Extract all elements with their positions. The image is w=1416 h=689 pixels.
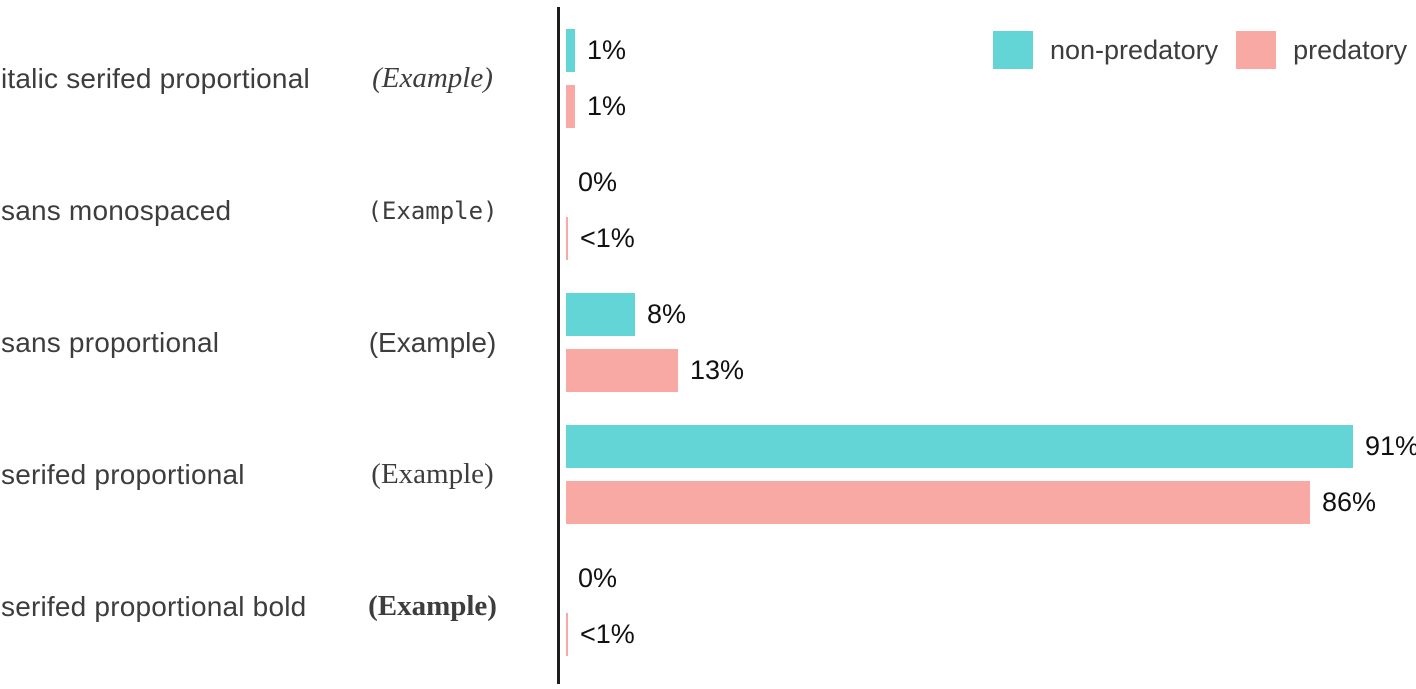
value-label-non-predatory: 91% [1365,431,1416,461]
legend-item-non-predatory: non-predatory [993,31,1218,69]
value-label-non-predatory: 0% [578,167,618,197]
bar-line-non-predatory: 0% [566,161,1416,204]
category-label: sans monospaced [1,194,232,226]
plot-area: 1% 1% [566,29,1416,161]
row-label: sans proportional (Example) [0,293,566,392]
row-label: serifed proportional bold (Example) [0,557,566,656]
bar-line-non-predatory: 1% [566,29,1416,72]
category-example: (Example) [367,196,498,225]
category-label: serifed proportional bold [1,590,307,622]
bar-line-predatory: <1% [566,217,1416,260]
value-label-non-predatory: 1% [587,35,627,65]
bar-line-non-predatory: 91% [566,425,1416,468]
legend-label-predatory: predatory [1293,34,1408,65]
chart-row-sans-monospaced: sans monospaced (Example) 0% <1% [0,161,1416,293]
value-label-predatory: 1% [587,91,627,121]
bar-line-predatory: 13% [566,349,1416,392]
bar-predatory [566,613,568,656]
bar-predatory [566,217,568,260]
value-label-predatory: 86% [1322,487,1377,517]
category-label: serifed proportional [1,458,245,490]
bar-line-non-predatory: 8% [566,293,1416,336]
bar-line-predatory: 1% [566,85,1416,128]
category-example: (Example) [372,62,493,94]
value-label-non-predatory: 8% [647,299,687,329]
chart-legend: non-predatory predatory [993,31,1407,69]
row-label: serifed proportional (Example) [0,425,566,524]
category-example: (Example) [368,326,497,358]
legend-label-non-predatory: non-predatory [1050,34,1219,65]
category-label: italic serifed proportional [1,62,310,94]
bar-line-non-predatory: 0% [566,557,1416,600]
plot-area: 0% <1% [566,161,1416,293]
legend-swatch-predatory-icon [1236,31,1277,69]
category-label: sans proportional [1,326,220,358]
category-example: (Example) [368,590,497,622]
chart-row-serifed-proportional: serifed proportional (Example) 91% 86% [0,425,1416,557]
legend-swatch-non-predatory-icon [993,31,1033,69]
bar-line-predatory: <1% [566,613,1416,656]
bar-non-predatory [566,29,575,72]
bar-non-predatory [566,293,635,336]
y-axis-baseline [557,7,560,684]
value-label-predatory: <1% [580,619,635,649]
bar-predatory [566,481,1310,524]
bar-predatory [566,349,678,392]
legend-item-predatory: predatory [1236,31,1407,69]
value-label-non-predatory: 0% [578,563,618,593]
bar-non-predatory [566,425,1353,468]
value-label-predatory: <1% [580,223,635,253]
chart-row-italic-serifed-proportional: italic serifed proportional (Example) 1%… [0,29,1416,161]
plot-area: 8% 13% [566,293,1416,425]
row-label: sans monospaced (Example) [0,161,566,260]
bar-predatory [566,85,575,128]
bar-line-predatory: 86% [566,481,1416,524]
row-label: italic serifed proportional (Example) [0,29,566,128]
plot-area: 91% 86% [566,425,1416,557]
chart-row-sans-proportional: sans proportional (Example) 8% 13% [0,293,1416,425]
plot-area: 0% <1% [566,557,1416,689]
chart-rows: italic serifed proportional (Example) 1%… [0,29,1416,689]
category-example: (Example) [371,458,494,490]
chart-row-serifed-proportional-bold: serifed proportional bold (Example) 0% <… [0,557,1416,689]
value-label-predatory: 13% [690,355,745,385]
